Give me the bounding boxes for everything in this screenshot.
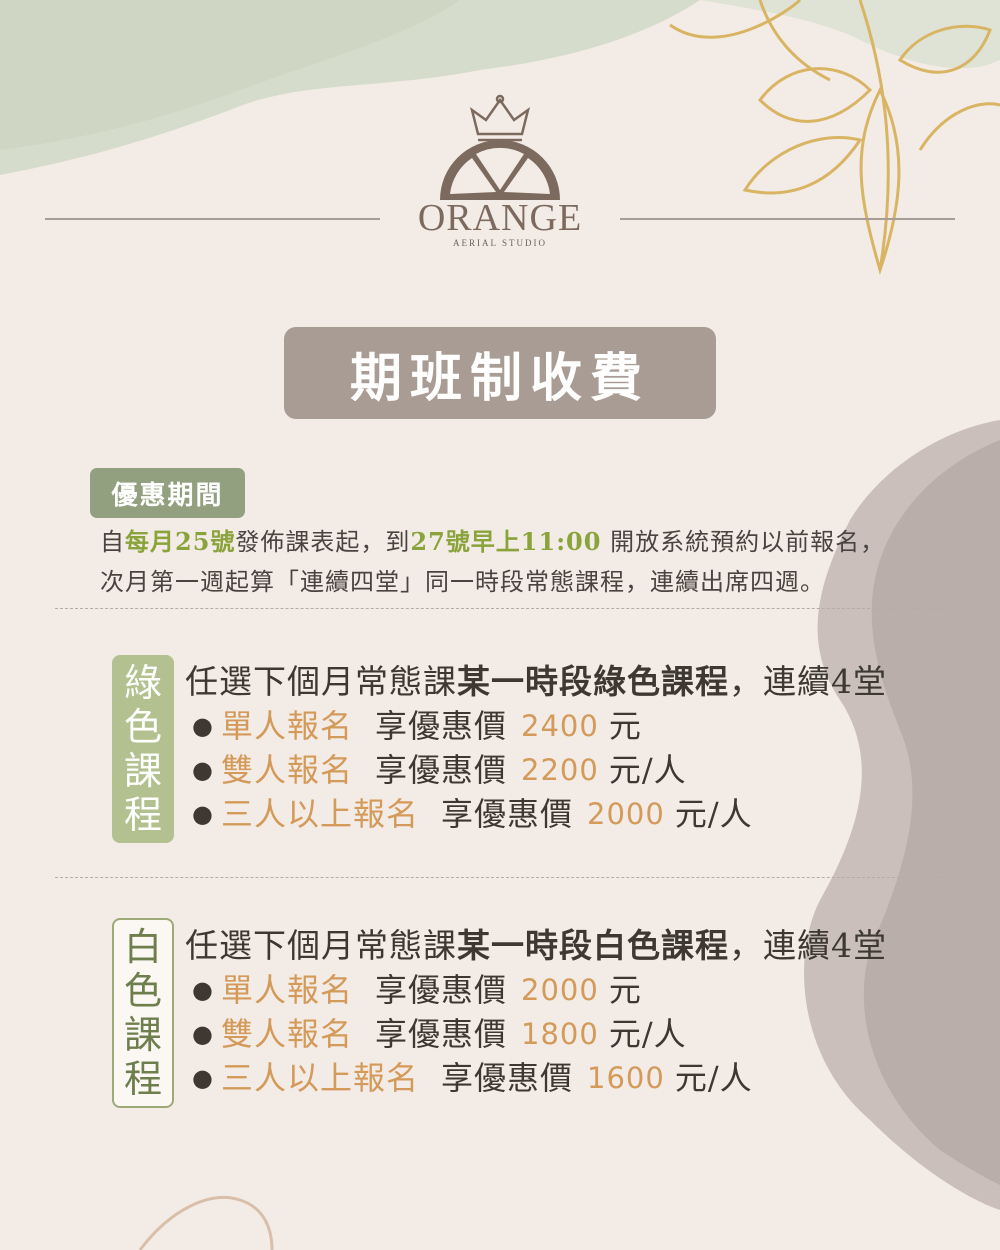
item-label: 單人報名 <box>221 707 354 745</box>
tag-char: 程 <box>123 793 162 837</box>
item-unit: 元/人 <box>608 1015 687 1053</box>
item-unit: 元/人 <box>674 795 753 833</box>
heading-pre: 任選下個月常態課 <box>185 926 457 965</box>
tag-char: 色 <box>123 969 162 1013</box>
item-label: 三人以上報名 <box>221 795 420 833</box>
promo-line-2: 次月第一週起算「連續四堂」同一時段常態課程，連續出席四週。 <box>100 568 825 596</box>
item-text: 享優惠價 <box>375 751 508 789</box>
page-title: 期班制收費 <box>349 347 650 409</box>
item-price: 2000 <box>587 797 665 831</box>
promo-deadline-highlight: 27號早上11:00 <box>410 527 602 556</box>
promo-line-1: 自每月25號發佈課表起，到27號早上11:00 開放系統預約以前報名， <box>100 522 960 562</box>
item-unit: 元/人 <box>608 751 687 789</box>
course-heading: 任選下個月常態課某一時段綠色課程，連續4堂 <box>185 660 965 704</box>
item-label: 雙人報名 <box>221 751 354 789</box>
bullet-icon: ● <box>192 800 214 828</box>
divider-dashed <box>55 877 945 878</box>
bullet-icon: ● <box>192 756 214 784</box>
green-course-block: 任選下個月常態課某一時段綠色課程，連續4堂 ● 單人報名 享優惠價 2400 元… <box>185 660 965 836</box>
tag-char: 課 <box>123 1013 162 1057</box>
item-label: 三人以上報名 <box>221 1059 420 1097</box>
divider-dashed <box>55 608 945 609</box>
price-item: ● 雙人報名 享優惠價 2200 元/人 <box>185 748 965 792</box>
tag-char: 白 <box>123 925 162 969</box>
tag-char: 色 <box>123 705 162 749</box>
price-item: ● 三人以上報名 享優惠價 2000 元/人 <box>185 792 965 836</box>
item-unit: 元/人 <box>674 1059 753 1097</box>
brand-name: ORANGE <box>417 197 583 239</box>
brand-divider-left <box>45 218 380 220</box>
item-text: 享優惠價 <box>375 1015 508 1053</box>
tag-char: 程 <box>123 1057 162 1101</box>
bullet-icon: ● <box>192 1064 214 1092</box>
item-price: 2000 <box>521 973 599 1007</box>
price-item: ● 單人報名 享優惠價 2000 元 <box>185 968 965 1012</box>
brand-subtitle: AERIAL STUDIO <box>453 238 547 248</box>
promo-line1-pre: 自 <box>100 528 125 556</box>
tag-char: 綠 <box>123 661 162 705</box>
promo-date-highlight: 每月25號 <box>125 527 236 556</box>
price-item: ● 雙人報名 享優惠價 1800 元/人 <box>185 1012 965 1056</box>
heading-post: ，連續4堂 <box>729 926 887 965</box>
item-price: 2400 <box>521 709 599 743</box>
green-course-tag: 綠 色 課 程 <box>112 655 174 843</box>
brand-divider-right <box>620 218 955 220</box>
promo-description: 自每月25號發佈課表起，到27號早上11:00 開放系統預約以前報名， 次月第一… <box>100 522 960 602</box>
promo-line1-mid: 發佈課表起，到 <box>235 528 411 556</box>
item-text: 享優惠價 <box>375 971 508 1009</box>
price-item: ● 三人以上報名 享優惠價 1600 元/人 <box>185 1056 965 1100</box>
title-banner: 期班制收費 <box>284 327 716 419</box>
item-price: 1600 <box>587 1061 665 1095</box>
promo-period-tag: 優惠期間 <box>90 468 245 518</box>
item-label: 雙人報名 <box>221 1015 354 1053</box>
item-text: 享優惠價 <box>375 707 508 745</box>
orange-logo <box>440 94 560 200</box>
course-heading: 任選下個月常態課某一時段白色課程，連續4堂 <box>185 924 965 968</box>
item-text: 享優惠價 <box>441 795 574 833</box>
item-unit: 元 <box>608 707 642 745</box>
bullet-icon: ● <box>192 712 214 740</box>
item-unit: 元 <box>608 971 642 1009</box>
heading-bold: 某一時段白色課程 <box>457 926 729 965</box>
bullet-icon: ● <box>192 976 214 1004</box>
item-text: 享優惠價 <box>441 1059 574 1097</box>
item-label: 單人報名 <box>221 971 354 1009</box>
heading-bold: 某一時段綠色課程 <box>457 662 729 701</box>
item-price: 1800 <box>521 1017 599 1051</box>
tag-char: 課 <box>123 749 162 793</box>
price-item: ● 單人報名 享優惠價 2400 元 <box>185 704 965 748</box>
heading-pre: 任選下個月常態課 <box>185 662 457 701</box>
bullet-icon: ● <box>192 1020 214 1048</box>
item-price: 2200 <box>521 753 599 787</box>
promo-line1-post: 開放系統預約以前報名， <box>601 528 886 556</box>
white-course-tag: 白 色 課 程 <box>112 918 174 1108</box>
heading-post: ，連續4堂 <box>729 662 887 701</box>
white-course-block: 任選下個月常態課某一時段白色課程，連續4堂 ● 單人報名 享優惠價 2000 元… <box>185 924 965 1100</box>
